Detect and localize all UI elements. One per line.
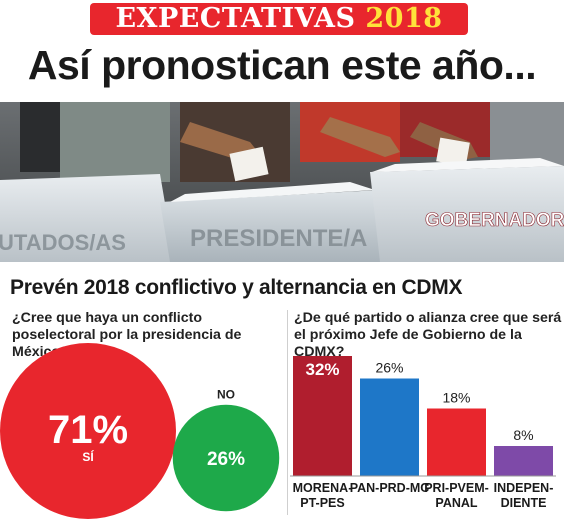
bar-value-3: 8% — [513, 427, 533, 443]
question-conflict: ¿Cree que haya un conflicto poselectoral… — [12, 310, 242, 360]
column-divider — [287, 310, 288, 515]
slice-no-label: NO — [217, 388, 235, 402]
bar-value-0: 32% — [305, 360, 339, 379]
slice-si-value: 71% — [48, 408, 128, 452]
headline: Así pronostican este año... — [27, 42, 537, 88]
slice-si-label: SÍ — [82, 449, 94, 464]
bar-category-1-line-0: PAN-PRD-MC — [350, 481, 430, 495]
question-cdmx: ¿De qué partido o alianza cree que será … — [294, 310, 562, 360]
banner-year: 2018 — [365, 3, 443, 34]
bar-value-1: 26% — [375, 360, 403, 376]
bar-value-2: 18% — [442, 390, 470, 406]
bar-category-2-line-0: PRI-PVEM- — [424, 481, 489, 495]
slice-no — [172, 404, 280, 512]
banner-word: EXPECTATIVAS — [115, 3, 356, 34]
subheadline: Prevén 2018 conflictivo y alternancia en… — [10, 276, 463, 299]
slice-no-value: 26% — [207, 449, 245, 470]
bar-0 — [293, 356, 352, 476]
slice-si — [0, 343, 176, 519]
ballot-boxes-photo: UTADOS/AS PRESIDENTE/A GOBERNADOR/A — [0, 102, 564, 262]
bar-category-0-line-0: MORENA- — [293, 481, 353, 495]
bar-1 — [360, 378, 419, 476]
bar-category-3-line-1: DIENTE — [501, 496, 547, 510]
bar-category-0-line-1: PT-PES — [300, 496, 344, 510]
bar-3 — [494, 446, 553, 476]
box-label-2: PRESIDENTE/A — [190, 225, 367, 252]
bar-category-2-line-1: PANAL — [435, 496, 477, 510]
bar-category-3-line-0: INDEPEN- — [494, 481, 554, 495]
bar-2 — [427, 408, 486, 476]
ballot-boxes-illustration: UTADOS/AS PRESIDENTE/A GOBERNADOR/A — [0, 102, 564, 262]
section-banner: EXPECTATIVAS 2018 — [90, 3, 468, 35]
box-label-1: UTADOS/AS — [0, 230, 126, 255]
box-label-3: GOBERNADOR/A — [425, 210, 564, 231]
